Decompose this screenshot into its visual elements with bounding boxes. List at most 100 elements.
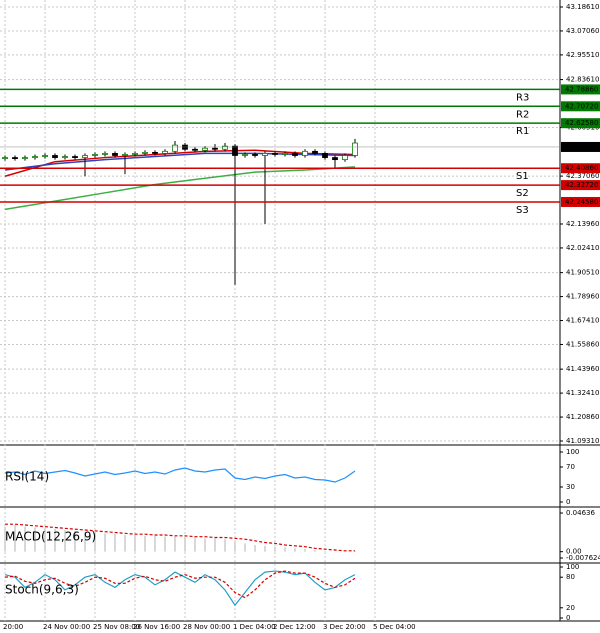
y-tick-label: 41.78960 (566, 293, 599, 301)
candle-body (332, 157, 338, 161)
candle-body (42, 155, 48, 157)
level-name: R1 (516, 126, 529, 137)
candle-body (142, 151, 148, 154)
candle-body (222, 145, 228, 150)
candle-body (312, 150, 318, 154)
y-tick-label: 43.07060 (566, 27, 599, 35)
candle-body (352, 142, 358, 156)
candle-body (252, 154, 258, 156)
level-label-box (561, 101, 600, 112)
candle-body (342, 155, 348, 161)
y-tick-label: 80 (566, 573, 575, 581)
candle-body (322, 153, 328, 158)
x-tick-label: 28 Nov 00:00 (183, 623, 230, 631)
level-name: R3 (516, 92, 529, 103)
level-name: S1 (516, 171, 529, 182)
x-tick-label: 26 Nov 16:00 (133, 623, 180, 631)
candle-body (242, 154, 248, 156)
candle-body (272, 153, 278, 155)
y-tick-label: 30 (566, 483, 575, 491)
level-price-label: 42.40860 (565, 164, 598, 172)
level-label-box (561, 118, 600, 129)
y-tick-label: 70 (566, 463, 575, 471)
level-price-label: 42.62580 (565, 119, 598, 127)
y-tick-label: 0.04636 (566, 509, 595, 517)
candle-body (212, 147, 218, 150)
candle-body (302, 150, 308, 156)
y-tick-label: 41.67410 (566, 317, 599, 325)
x-tick-label: 25 Nov 08:00 (93, 623, 140, 631)
x-tick-label: 5 Dec 04:00 (373, 623, 416, 631)
indicator-label: Stoch(9,6,3) (5, 583, 79, 597)
level-price-label: 42.70720 (565, 102, 598, 110)
candle-body (12, 157, 18, 159)
candle-body (2, 157, 8, 159)
level-label-box (561, 163, 600, 174)
y-tick-label: 43.18610 (566, 3, 599, 11)
candle-body (292, 153, 298, 156)
x-tick-label: 2 Dec 12:00 (273, 623, 316, 631)
last-price-label: 42.51115 (565, 143, 598, 151)
candle-body (92, 154, 98, 156)
level-label-box (561, 180, 600, 191)
candle-body (52, 155, 58, 158)
y-tick-label: 41.20860 (566, 413, 599, 421)
indicator-label: RSI(14) (5, 470, 49, 484)
y-tick-label: 42.95510 (566, 51, 599, 59)
macd-signal (5, 523, 355, 552)
level-price-label: 42.78860 (565, 85, 598, 93)
y-tick-label: 100 (566, 563, 579, 571)
x-tick-label: 24 Nov 00:00 (43, 623, 90, 631)
y-tick-label: 0.00 (566, 548, 582, 556)
candle-body (202, 147, 208, 151)
candle-body (22, 157, 28, 159)
y-tick-label: 41.55860 (566, 340, 599, 348)
y-tick-label: 42.83610 (566, 76, 599, 84)
moving-average (4, 166, 356, 211)
y-tick-label: 41.43960 (566, 365, 599, 373)
level-name: R2 (516, 109, 529, 120)
y-tick-label: 0 (566, 498, 570, 506)
y-tick-label: -0.007624 (566, 554, 600, 562)
last-price-box (561, 141, 600, 152)
candle-body (152, 151, 158, 154)
y-tick-label: 41.09310 (566, 437, 599, 445)
y-tick-label: 42.02410 (566, 244, 599, 252)
level-price-label: 42.24580 (565, 198, 598, 206)
y-tick-label: 42.13960 (566, 220, 599, 228)
x-tick-label: 1 Dec 04:00 (233, 623, 276, 631)
y-tick-label: 41.32410 (566, 389, 599, 397)
y-tick-label: 20 (566, 604, 575, 612)
indicator-line (4, 467, 356, 483)
candle-body (122, 154, 128, 156)
candle-body (172, 144, 178, 152)
indicator-line (4, 570, 356, 607)
y-tick-label: 100 (566, 448, 579, 456)
x-tick-label: 3 Dec 20:00 (323, 623, 366, 631)
candle-body (72, 156, 78, 158)
candle-body (282, 153, 288, 155)
candle-body (62, 156, 68, 158)
y-tick-label: 42.37060 (566, 172, 599, 180)
candle-body (112, 153, 118, 156)
moving-average (4, 149, 356, 177)
y-tick-label: 0 (566, 614, 570, 622)
level-name: S3 (516, 205, 529, 216)
indicator-label: MACD(12,26,9) (5, 530, 96, 544)
level-price-label: 42.32720 (565, 181, 598, 189)
candle-body (82, 155, 88, 158)
level-label-box (561, 196, 600, 207)
candle-body (102, 153, 108, 155)
y-tick-label: 41.90510 (566, 269, 599, 277)
candle-body (262, 153, 268, 156)
x-tick-label: 20:00 (3, 623, 23, 631)
candle-body (132, 153, 138, 155)
level-name: S2 (516, 188, 529, 199)
candle-body (32, 156, 38, 158)
candle-body (232, 145, 238, 156)
level-label-box (561, 84, 600, 95)
candle-body (162, 150, 168, 154)
